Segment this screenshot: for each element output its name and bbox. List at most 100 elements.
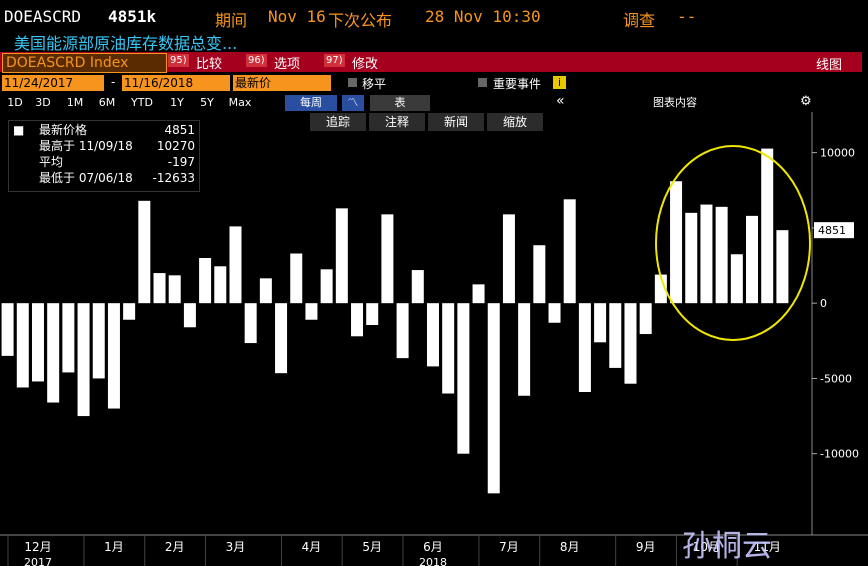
period: Nov 16 — [268, 7, 326, 26]
range-button[interactable]: 5Y — [200, 96, 214, 109]
menu-label[interactable]: 修改 — [352, 57, 379, 72]
info-icon[interactable]: i — [553, 76, 566, 89]
bar — [199, 258, 212, 304]
bar — [47, 303, 60, 403]
x-tick-label: 1月 — [104, 540, 124, 554]
y-tick-label: -10000 — [820, 448, 859, 461]
bar — [366, 303, 379, 326]
bar — [776, 230, 789, 304]
bar — [351, 303, 364, 337]
end-date[interactable]: 11/16/2018 — [122, 75, 230, 91]
bar — [472, 284, 485, 304]
chart-kind[interactable]: 线图 — [816, 58, 843, 73]
checkbox[interactable] — [478, 78, 487, 87]
events[interactable]: 重要事件 — [493, 77, 542, 91]
legend-latest: 最新价格 — [39, 123, 88, 137]
bar — [609, 303, 622, 368]
description: 美国能源部原油库存数据总变... — [14, 34, 238, 53]
bar — [275, 303, 288, 374]
bar — [168, 275, 181, 304]
security-field[interactable]: DOEASCRD Index — [2, 53, 167, 73]
range-button[interactable]: YTD — [131, 96, 153, 109]
x-tick-label: 3月 — [226, 540, 246, 554]
bar — [457, 303, 470, 454]
bar — [1, 303, 14, 356]
menu-number[interactable]: 97) — [324, 54, 345, 67]
range-button[interactable]: 1D — [7, 96, 23, 109]
bar — [518, 303, 531, 396]
survey-label: 调查 — [623, 11, 656, 30]
chart-contents[interactable]: 图表内容 — [653, 96, 697, 109]
bar — [594, 303, 607, 343]
legend-high-value: 10270 — [156, 139, 195, 153]
x-tick-label: 9月 — [636, 540, 656, 554]
bar — [259, 278, 272, 304]
menu-bar — [0, 52, 862, 72]
field-select[interactable]: 最新价 — [233, 75, 331, 91]
bar — [305, 303, 318, 320]
date-sep: - — [111, 75, 116, 89]
bar — [639, 303, 652, 335]
bar — [92, 303, 105, 379]
legend: ■ 最新价格 4851 最高于 11/09/18 10270 平均 -197 最… — [8, 120, 200, 192]
year-label: 2017 — [24, 556, 52, 566]
bar — [654, 274, 667, 304]
range-button[interactable]: 1Y — [170, 96, 184, 109]
legend-average-value: -197 — [167, 155, 195, 169]
bar — [426, 303, 439, 367]
bar — [548, 303, 561, 323]
menu-number[interactable]: 96) — [246, 54, 267, 67]
bar — [16, 303, 29, 388]
x-tick-label: 6月 — [423, 540, 443, 554]
x-tick-label: 4月 — [302, 540, 322, 554]
collapse[interactable]: « — [556, 93, 565, 109]
tool-button[interactable]: 注释 — [369, 113, 425, 131]
table-button[interactable]: 表 — [370, 95, 430, 111]
frequency[interactable]: 每周 — [285, 95, 337, 111]
bar — [442, 303, 455, 394]
tool-button[interactable]: 缩放 — [487, 113, 543, 131]
bar — [107, 303, 120, 409]
bar — [700, 204, 713, 304]
tool-button[interactable]: 新闻 — [428, 113, 484, 131]
bar — [730, 254, 743, 304]
bar — [533, 245, 546, 304]
checkbox[interactable] — [348, 78, 357, 87]
legend-high: 最高于 11/09/18 — [39, 139, 133, 153]
chart-icon[interactable]: 〽 — [342, 95, 364, 111]
range-button[interactable]: 6M — [98, 96, 116, 109]
next-release: 28 Nov 10:30 — [425, 7, 541, 26]
bar — [77, 303, 90, 417]
bar — [715, 206, 728, 304]
bar — [761, 148, 774, 304]
bar — [290, 253, 303, 304]
bar — [411, 270, 424, 304]
menu-label[interactable]: 选项 — [274, 57, 301, 72]
start-date[interactable]: 11/24/2017 — [2, 75, 104, 91]
bar — [153, 273, 166, 304]
legend-swatch: ■ — [13, 123, 25, 137]
bar — [214, 266, 227, 304]
bar — [685, 212, 698, 304]
moving-avg[interactable]: 移平 — [362, 77, 387, 91]
menu-label[interactable]: 比较 — [196, 57, 223, 72]
next-label: 下次公布 — [328, 11, 393, 30]
bar — [381, 214, 394, 304]
menu-number[interactable]: 95) — [168, 54, 189, 67]
tool-button[interactable]: 追踪 — [310, 113, 366, 131]
legend-low: 最低于 07/06/18 — [39, 171, 133, 185]
chart: 1000050000-5000-1000012月20171月2月3月4月5月6月… — [0, 112, 868, 566]
range-button[interactable]: 3D — [35, 96, 51, 109]
bar — [229, 226, 242, 304]
x-tick-label: 7月 — [499, 540, 519, 554]
x-tick-label: 10月 — [693, 540, 720, 554]
range-button[interactable]: 1M — [66, 96, 84, 109]
bar — [62, 303, 75, 373]
x-tick-label: 11月 — [754, 540, 781, 554]
legend-low-value: -12633 — [152, 171, 195, 185]
last-value: 4851k — [108, 7, 157, 26]
last-value-label: 4851 — [818, 224, 846, 237]
range-button[interactable]: Max — [228, 96, 252, 109]
settings[interactable]: ⚙ — [800, 94, 812, 109]
